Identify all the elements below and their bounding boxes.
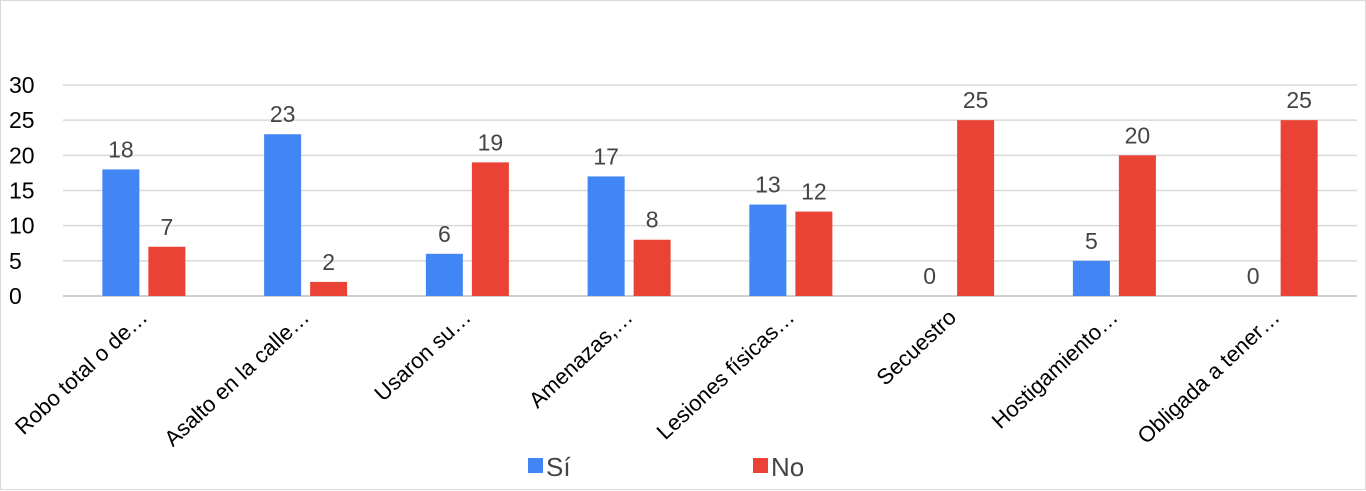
x-category-label: Hostigamiento… <box>987 304 1123 433</box>
bar-si <box>425 253 463 296</box>
y-tick-label: 15 <box>9 178 35 204</box>
x-category-label: Amenazas,… <box>524 304 638 412</box>
bar-no <box>957 120 995 297</box>
bar-si <box>1072 260 1110 296</box>
gridlines <box>63 84 1357 297</box>
x-category-label: Lesiones físicas… <box>652 304 800 444</box>
y-tick-label: 30 <box>9 72 35 98</box>
bar-no <box>148 246 186 296</box>
bar-no <box>795 211 833 296</box>
data-label: 25 <box>963 87 989 113</box>
legend-label: Sí <box>546 452 571 482</box>
bar-si <box>749 204 787 296</box>
bar-no <box>1280 120 1318 297</box>
legend-swatch <box>528 458 543 473</box>
data-label: 0 <box>923 263 936 289</box>
data-label: 17 <box>593 143 619 169</box>
data-labels: 18 7 23 2 6 19 17 8 13 12 0 25 5 20 0 25 <box>108 87 1312 289</box>
bar-no <box>633 239 671 296</box>
data-label: 0 <box>1247 263 1260 289</box>
y-tick-label: 20 <box>9 142 35 168</box>
legend-swatch <box>753 458 768 473</box>
bar-si <box>264 134 302 296</box>
data-label: 13 <box>755 172 781 198</box>
data-label: 23 <box>270 101 296 127</box>
data-label: 8 <box>646 207 659 233</box>
bar-no <box>471 162 509 296</box>
bar-no <box>1118 155 1156 296</box>
x-axis: Robo total o de… Asalto en la calle… Usaro… <box>10 304 1285 451</box>
bar-no <box>310 281 348 296</box>
data-label: 6 <box>438 221 451 247</box>
data-label: 7 <box>160 214 173 240</box>
legend: Sí No <box>528 452 804 482</box>
x-category-label: Usaron su… <box>369 304 475 406</box>
x-category-label: Secuestro <box>872 304 961 390</box>
data-label: 18 <box>108 136 134 162</box>
data-label: 5 <box>1085 228 1098 254</box>
bars <box>102 120 1318 297</box>
y-tick-label: 10 <box>9 213 35 239</box>
x-category-label: Obligada a tener… <box>1132 304 1284 448</box>
y-axis: 0 5 10 15 20 25 30 <box>9 72 35 309</box>
x-category-label: Asalto en la calle… <box>159 304 314 451</box>
y-tick-label: 0 <box>9 283 22 309</box>
x-category-label: Robo total o de… <box>10 304 152 439</box>
y-tick-label: 25 <box>9 107 35 133</box>
data-label: 25 <box>1286 87 1312 113</box>
data-label: 2 <box>322 249 335 275</box>
legend-label: No <box>771 452 804 482</box>
data-label: 12 <box>801 179 827 205</box>
bar-si <box>102 169 140 296</box>
bar-si <box>587 176 625 296</box>
data-label: 19 <box>478 129 504 155</box>
y-tick-label: 5 <box>9 248 22 274</box>
data-label: 20 <box>1125 122 1151 148</box>
